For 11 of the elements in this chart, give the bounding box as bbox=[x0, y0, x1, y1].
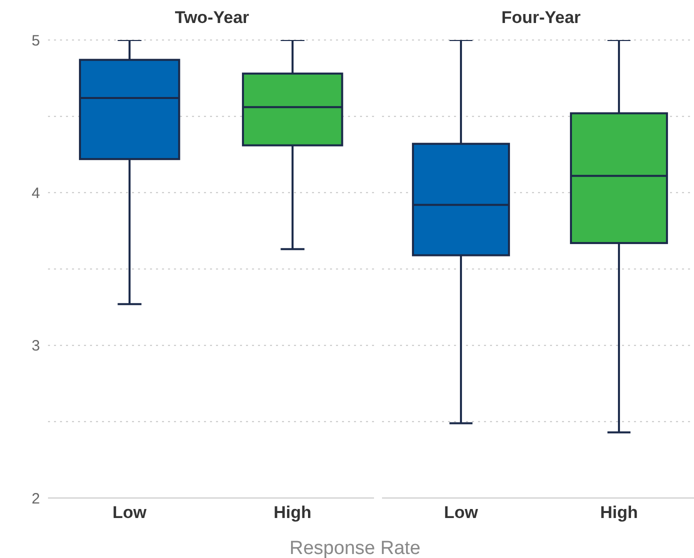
chart-title: Two-Year bbox=[174, 8, 250, 29]
x-tick-label: High bbox=[600, 503, 638, 522]
chart-title: Four-Year bbox=[500, 8, 582, 29]
y-tick-label: 5 bbox=[32, 32, 40, 50]
x-tick-label: Low bbox=[112, 503, 148, 522]
y-tick-label: 2 bbox=[32, 490, 40, 508]
x-axis-title: Response Rate bbox=[288, 538, 422, 558]
y-tick-label: 3 bbox=[32, 338, 40, 355]
y-tick-label: 4 bbox=[32, 184, 40, 202]
x-tick-label: High bbox=[274, 503, 312, 522]
x-tick-label: Low bbox=[444, 503, 479, 522]
